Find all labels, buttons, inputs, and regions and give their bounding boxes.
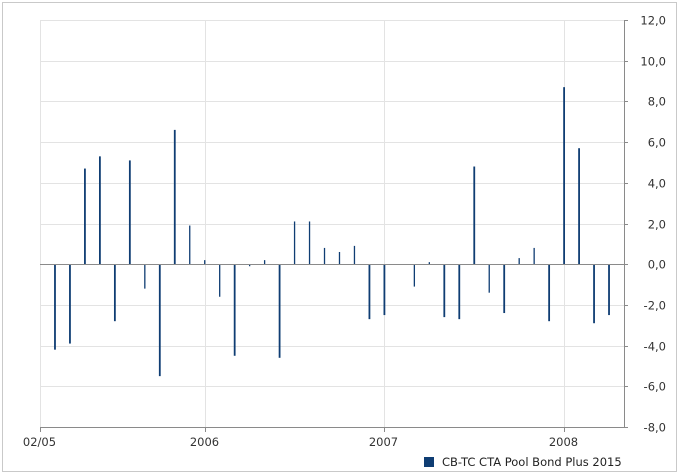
bar bbox=[354, 246, 355, 264]
bar bbox=[204, 260, 205, 264]
x-tick-label: 02/05 bbox=[23, 435, 56, 449]
bar bbox=[384, 264, 386, 315]
y-tick-label: 8,0 bbox=[648, 95, 666, 109]
y-tick-label: 12,0 bbox=[640, 14, 666, 28]
x-tick-label: 2006 bbox=[190, 435, 219, 449]
bar bbox=[443, 264, 445, 317]
legend-swatch bbox=[424, 457, 434, 467]
bar bbox=[99, 156, 101, 264]
axes bbox=[40, 20, 625, 428]
legend: CB-TC CTA Pool Bond Plus 2015 bbox=[424, 455, 622, 469]
bar-series bbox=[54, 87, 610, 376]
bar bbox=[279, 264, 281, 358]
bar bbox=[414, 264, 415, 286]
y-tick-label: 10,0 bbox=[640, 55, 666, 69]
bar bbox=[369, 264, 371, 319]
bar bbox=[608, 264, 610, 315]
bar bbox=[473, 167, 475, 265]
bar bbox=[593, 264, 595, 323]
grid-lines bbox=[40, 20, 624, 428]
bar bbox=[534, 248, 535, 264]
bar bbox=[309, 221, 310, 264]
bar bbox=[84, 169, 86, 265]
bar bbox=[519, 258, 520, 264]
legend-label: CB-TC CTA Pool Bond Plus 2015 bbox=[442, 455, 622, 469]
x-tick-label: 2008 bbox=[549, 435, 578, 449]
y-tick-label: 4,0 bbox=[648, 177, 666, 191]
bar bbox=[548, 264, 550, 321]
y-axis-ticks: 12,0 10,0 8,0 6,0 4,0 2,0 0,0 -2,0 -4,0 -6,0 -8,0 bbox=[624, 14, 666, 435]
y-tick-label: -4,0 bbox=[644, 340, 666, 354]
bar bbox=[429, 262, 430, 264]
bar bbox=[489, 264, 490, 292]
y-tick-label: -2,0 bbox=[644, 299, 666, 313]
x-axis-ticks: 02/05 2006 2007 2008 bbox=[23, 427, 578, 449]
bar bbox=[144, 264, 145, 288]
bar bbox=[114, 264, 116, 321]
bar bbox=[219, 264, 220, 297]
bar bbox=[339, 252, 340, 264]
y-tick-label: -6,0 bbox=[644, 380, 666, 394]
bar bbox=[324, 248, 325, 264]
y-tick-label: 2,0 bbox=[648, 218, 666, 232]
bar bbox=[563, 87, 565, 264]
y-tick-label: -8,0 bbox=[644, 421, 666, 435]
y-tick-label: 6,0 bbox=[648, 136, 666, 150]
bar bbox=[189, 226, 190, 265]
bar bbox=[129, 160, 131, 264]
bar bbox=[234, 264, 236, 356]
bar bbox=[458, 264, 460, 319]
bar bbox=[578, 148, 580, 264]
bar bbox=[159, 264, 161, 376]
bar bbox=[503, 264, 505, 313]
bar bbox=[54, 264, 56, 349]
x-tick-label: 2007 bbox=[369, 435, 398, 449]
bar bbox=[264, 260, 265, 264]
bar bbox=[294, 221, 295, 264]
y-tick-label: 0,0 bbox=[648, 258, 666, 272]
bar bbox=[69, 264, 71, 343]
bar bbox=[174, 130, 176, 264]
